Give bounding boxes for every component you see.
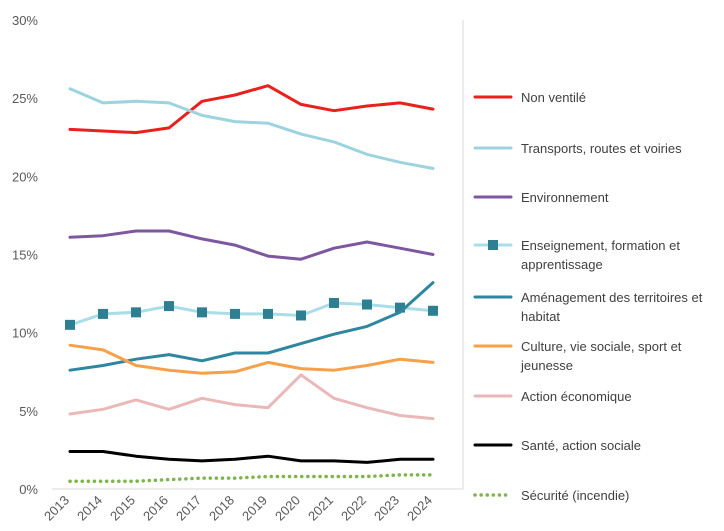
legend-item: Culture, vie sociale, sport et jeunesse (473, 339, 682, 373)
x-tick-label: 2013 (41, 493, 72, 524)
x-tick-label: 2015 (107, 493, 138, 524)
y-tick-label: 5% (19, 404, 38, 419)
x-tick-label: 2020 (272, 493, 303, 524)
series-line (68, 373, 435, 421)
legend-label: Aménagement des territoires et habitat (521, 290, 703, 324)
legend-label: Non ventilé (521, 90, 586, 105)
legend-label: Environnement (521, 190, 609, 205)
data-point-marker (164, 301, 174, 312)
x-tick-label: 2019 (239, 493, 270, 524)
data-point-marker (395, 302, 405, 313)
series-line (68, 343, 435, 375)
y-tick-label: 20% (12, 169, 38, 184)
series-line (68, 84, 435, 135)
x-tick-label: 2016 (140, 493, 171, 524)
series-line (68, 229, 435, 261)
series-line (68, 450, 435, 464)
data-point-marker (428, 305, 438, 316)
legend-item: Non ventilé (473, 90, 586, 105)
series-line (68, 87, 435, 170)
data-point-marker (263, 308, 273, 319)
y-tick-label: 30% (12, 13, 38, 28)
y-tick-label: 10% (12, 326, 38, 341)
data-point-marker (329, 297, 339, 308)
y-tick-label: 15% (12, 248, 38, 263)
series-line (68, 473, 435, 483)
legend-label: Transports, routes et voiries (521, 141, 682, 156)
data-point-marker (362, 299, 372, 310)
x-tick-label: 2017 (173, 493, 204, 524)
legend-label: Action économique (521, 389, 632, 404)
x-tick-label: 2014 (74, 493, 105, 524)
legend-item: Aménagement des territoires et habitat (473, 290, 703, 324)
plot-area (65, 84, 438, 483)
x-tick-label: 2022 (338, 493, 369, 524)
data-point-marker (65, 319, 75, 330)
series-line (68, 301, 435, 327)
x-tick-label: 2023 (371, 493, 402, 524)
legend-marker (488, 240, 498, 250)
x-axis-ticks: 2013 2014 2015 2016 2017 2018 2019 2020 2021 2022… (41, 493, 435, 524)
data-point-marker (98, 308, 108, 319)
legend-label: Sécurité (incendie) (521, 488, 629, 503)
legend-item: Sécurité (incendie) (473, 488, 629, 503)
legend-label: Culture, vie sociale, sport et jeunesse (520, 339, 682, 373)
y-tick-label: 25% (12, 91, 38, 106)
x-tick-label: 2021 (305, 493, 336, 524)
series-line (68, 281, 435, 372)
legend-item: Santé, action sociale (473, 438, 641, 453)
legend-label: Santé, action sociale (521, 438, 641, 453)
x-tick-label: 2018 (206, 493, 237, 524)
y-tick-label: 0% (19, 482, 38, 497)
x-tick-label: 2024 (404, 493, 435, 524)
legend-item: Environnement (473, 190, 609, 205)
legend-item: Transports, routes et voiries (473, 141, 682, 156)
legend: Non ventilé Transports, routes et voiries… (473, 90, 703, 503)
legend-label: Enseignement, formation et apprentissage (521, 238, 680, 272)
data-point-marker (296, 310, 306, 321)
y-axis-ticks: 0% 5% 10% 15% 20% 25% 30% (12, 13, 38, 497)
data-point-marker (197, 307, 207, 318)
data-point-marker (131, 307, 141, 318)
legend-item: Enseignement, formation et apprentissage (473, 238, 680, 272)
data-point-marker (230, 308, 240, 319)
legend-item: Action économique (473, 389, 632, 404)
